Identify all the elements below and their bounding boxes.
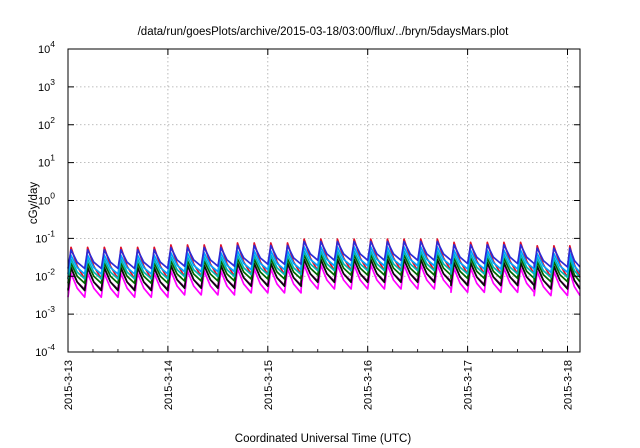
y-tick-label: 103: [38, 77, 55, 94]
y-ticks: 10-4 10-3 10-2 10-1 100 101 102 103 104: [35, 39, 580, 359]
x-tick-label: 2015-3-17: [463, 360, 475, 410]
grid-lines: [68, 49, 580, 352]
y-axis-label: cGy/day: [28, 182, 40, 224]
x-tick-label: 2015-3-16: [363, 360, 375, 410]
y-tick-label: 10-2: [35, 266, 55, 283]
series-line-7: [67, 240, 581, 270]
y-tick-label: 10-3: [35, 304, 55, 321]
x-tick-label: 2015-3-14: [163, 360, 175, 410]
series-line-6: [67, 246, 581, 275]
y-tick-label: 100: [38, 191, 55, 208]
x-tick-label: 2015-3-18: [563, 360, 575, 410]
y-tick-label: 10-4: [35, 342, 55, 359]
x-axis-label: Coordinated Universal Time (UTC): [235, 433, 412, 445]
x-tick-label: 2015-3-15: [263, 360, 275, 410]
chart-title: /data/run/goesPlots/archive/2015-03-18/0…: [138, 26, 510, 38]
y-tick-label: 10-1: [35, 228, 55, 245]
x-ticks: 2015-3-13 2015-3-14 2015-3-15 2015-3-16 2015…: [63, 49, 575, 410]
series-lines: [67, 238, 581, 299]
y-tick-label: 102: [38, 115, 55, 132]
x-tick-label: 2015-3-13: [63, 360, 75, 410]
y-tick-label: 101: [38, 153, 55, 170]
y-tick-label: 104: [38, 39, 55, 56]
